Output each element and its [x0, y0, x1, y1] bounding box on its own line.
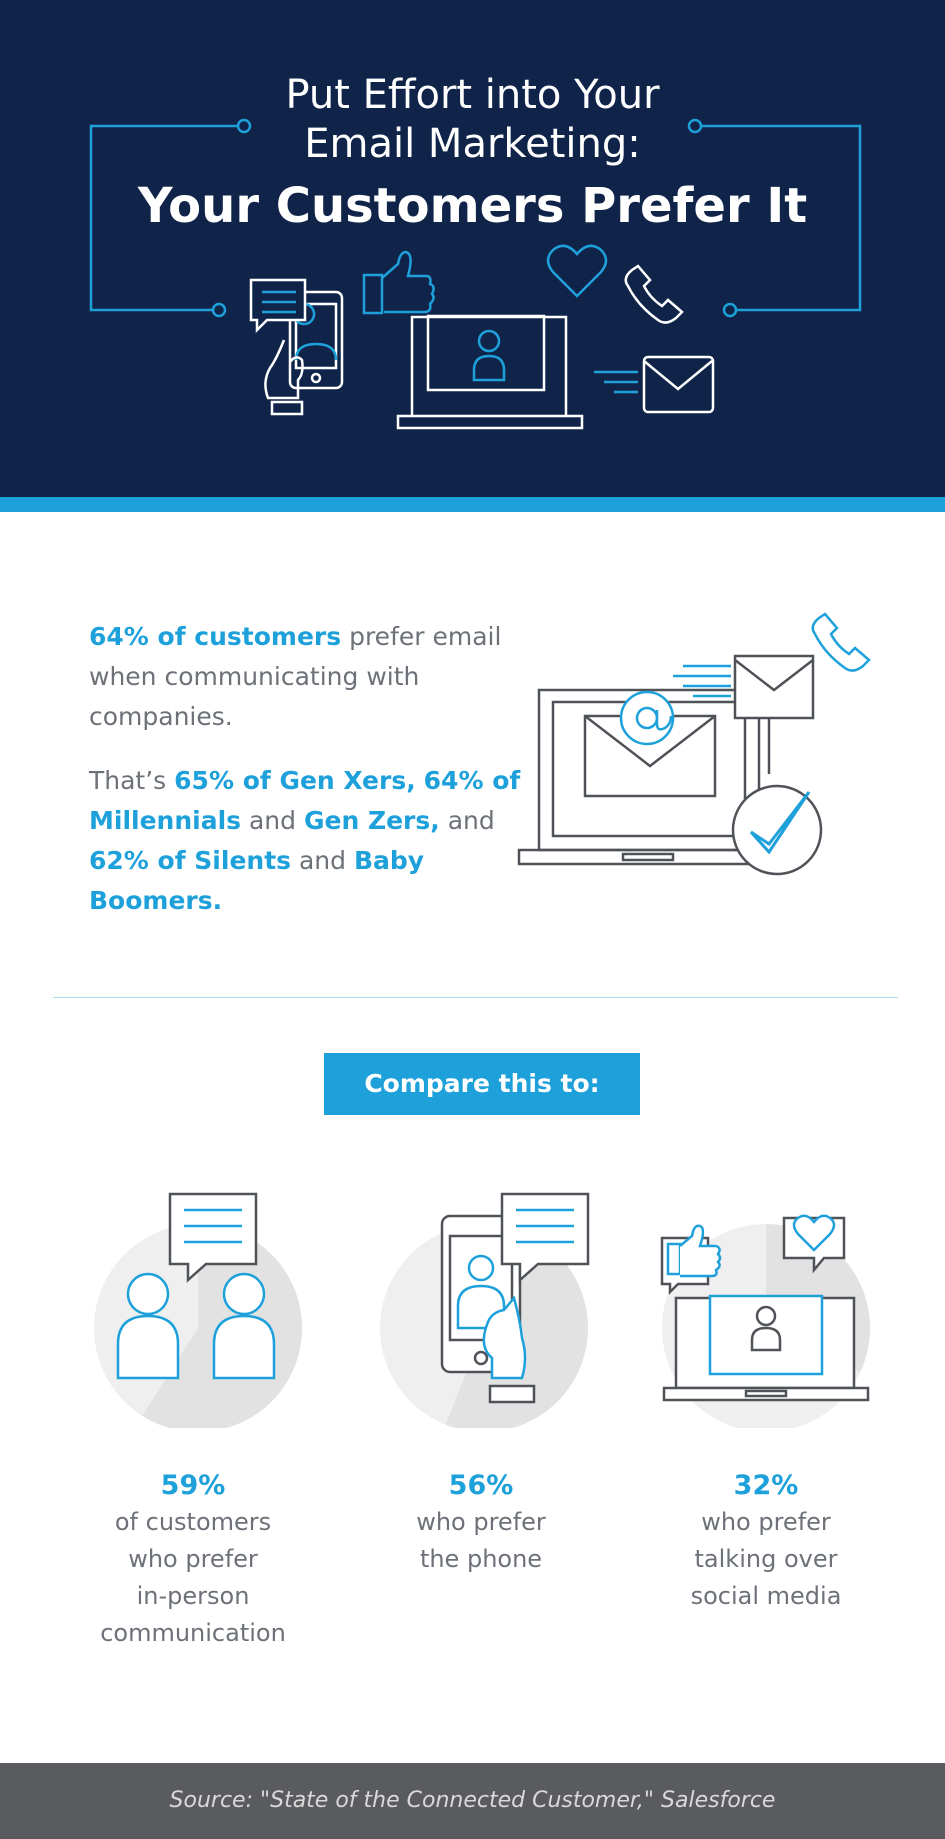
- in-person-line-4: communication: [100, 1619, 286, 1647]
- intro-p2-seg-7: 62% of Silents: [89, 846, 292, 875]
- footer-bar: Source: "State of the Connected Customer…: [0, 1763, 945, 1839]
- section-divider: [53, 997, 898, 998]
- hand-phone-icon: [249, 278, 344, 416]
- intro-p2-seg-4: and: [241, 806, 304, 835]
- hero-title-line-3: Your Customers Prefer It: [137, 178, 808, 234]
- in-person-stat: 59% of customers who prefer in-person co…: [63, 1468, 323, 1652]
- intro-p2-seg-3: 64% of Millennials: [89, 766, 521, 835]
- phone-line-2: the phone: [419, 1545, 543, 1573]
- in-person-percent: 59%: [160, 1470, 226, 1501]
- heart-icon: [546, 244, 608, 298]
- in-person-illustration: [94, 1192, 302, 1428]
- hero-title-line-1: Put Effort into Your: [285, 72, 660, 118]
- phone-stat: 56% who prefer the phone: [351, 1468, 611, 1578]
- phone-percent: 56%: [448, 1470, 514, 1501]
- social-line-3: social media: [690, 1582, 842, 1610]
- phone-illustration: [380, 1192, 590, 1428]
- intro-paragraph-1: 64% of customers prefer email when commu…: [89, 617, 529, 737]
- compare-banner: Compare this to:: [324, 1053, 640, 1115]
- intro-p2-seg-8: and: [291, 846, 354, 875]
- in-person-line-1: of customers: [114, 1508, 272, 1536]
- intro-p2-seg-2: [416, 766, 424, 795]
- intro-p2-seg-6: and: [439, 806, 495, 835]
- laptop-profile-icon: [396, 314, 584, 430]
- hero-bracket-frame: [89, 118, 862, 318]
- intro-p2-seg-5: Gen Zers,: [303, 806, 440, 835]
- intro-p2-seg-0: That’s: [89, 766, 175, 795]
- thumbs-up-icon: [362, 250, 435, 315]
- social-stat: 32% who prefer talking over social media: [636, 1468, 896, 1615]
- intro-p2-seg-1: 65% of Gen Xers,: [174, 766, 416, 795]
- intro-p2-seg-9: Baby Boomers.: [89, 846, 425, 915]
- hero-accent-stripe: [0, 497, 945, 512]
- in-person-line-2: who prefer: [128, 1545, 258, 1573]
- hero-icon-cluster: [249, 244, 715, 430]
- intro-p1-seg-0: 64% of customers: [89, 622, 342, 651]
- intro-paragraph-2: That’s 65% of Gen Xers, 64% of Millennia…: [89, 761, 529, 921]
- social-line-2: talking over: [694, 1545, 838, 1573]
- in-person-line-3: in-person: [136, 1582, 250, 1610]
- social-percent: 32%: [733, 1470, 799, 1501]
- envelope-icon: [594, 355, 715, 414]
- hero-title-line-2: Email Marketing:: [304, 121, 641, 167]
- phone-line-1: who prefer: [416, 1508, 546, 1536]
- social-line-1: who prefer: [701, 1508, 831, 1536]
- laptop-email-illustration: [517, 612, 871, 876]
- intro-p1-seg-1: prefer email when communicating with com…: [89, 622, 502, 731]
- telephone-icon: [624, 264, 684, 324]
- hero-banner: [0, 0, 945, 497]
- social-illustration: [660, 1214, 871, 1428]
- source-citation: Source: "State of the Connected Customer…: [169, 1788, 776, 1813]
